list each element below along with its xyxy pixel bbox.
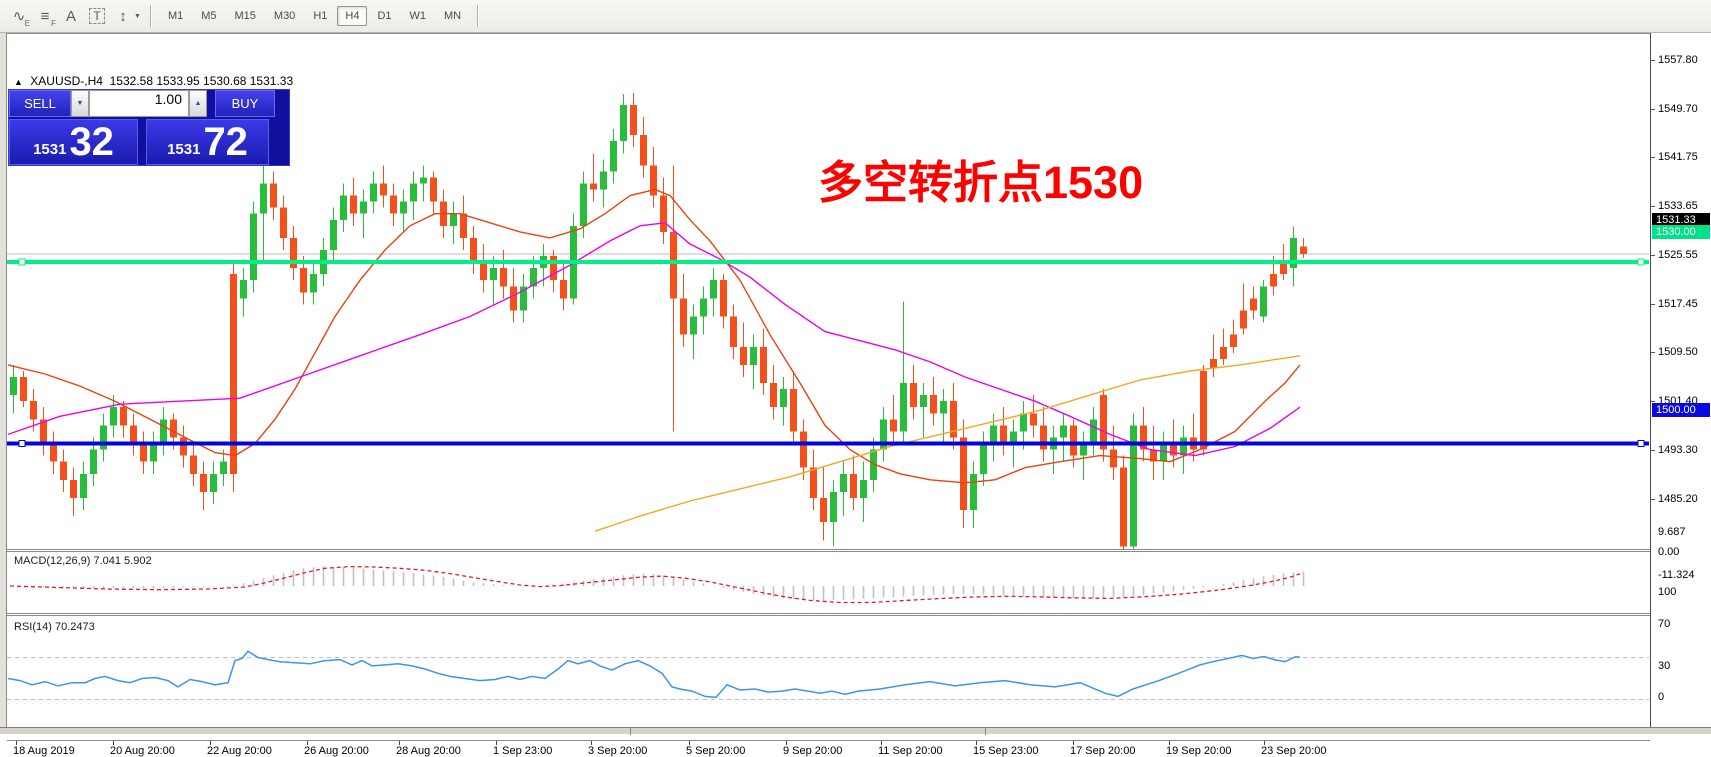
volume-decrease-button[interactable]: ▼ xyxy=(71,90,89,117)
timeframe-button-d1[interactable]: D1 xyxy=(377,10,392,22)
price-tick xyxy=(1651,255,1655,257)
time-axis-label: 28 Aug 20:00 xyxy=(396,745,461,757)
macd-axis-label: 9.687 xyxy=(1658,526,1686,539)
price-axis-label: 1485.20 xyxy=(1658,493,1698,505)
bid-price-main: 1531 xyxy=(33,141,67,158)
symbol-period-label: XAUUSD-,H4 xyxy=(30,74,103,88)
ma-magenta xyxy=(7,222,1301,457)
price-tick xyxy=(1651,206,1655,208)
timeframe-button-h4[interactable]: H4 xyxy=(337,6,368,26)
price-axis-label: 1557.80 xyxy=(1658,54,1698,66)
rsi-axis-label: 30 xyxy=(1658,659,1671,672)
arrows-dropdown-caret[interactable]: ▼ xyxy=(134,12,141,20)
time-axis-label: 3 Sep 20:00 xyxy=(588,745,648,757)
window-tab-strip[interactable] xyxy=(0,727,1711,735)
bid-price-pips: 32 xyxy=(69,120,114,164)
timeframe-button-m15[interactable]: M15 xyxy=(234,10,256,22)
price-axis-label: 1533.65 xyxy=(1658,200,1698,213)
timeframe-button-mn[interactable]: MN xyxy=(444,10,462,22)
price-tick xyxy=(1651,108,1655,110)
price-axis[interactable]: 1557.80 1549.70 1541.75 1533.65 1525.55 1517.… xyxy=(1650,33,1711,727)
tab-divider xyxy=(630,728,631,735)
buy-button[interactable]: BUY xyxy=(215,90,275,117)
bid-price-box[interactable]: 1531 32 xyxy=(9,119,138,165)
timeframe-button-w1[interactable]: W1 xyxy=(409,10,427,22)
time-axis-label: 17 Sep 20:00 xyxy=(1070,745,1136,757)
drawing-tools-group: ∿ E ≡ F A T ↕ xyxy=(6,4,136,29)
price-tick xyxy=(1651,303,1655,305)
price-axis-label: 1541.75 xyxy=(1658,151,1698,164)
ask-price-box[interactable]: 1531 72 xyxy=(146,119,269,165)
time-axis-label: 15 Sep 23:00 xyxy=(973,745,1039,757)
ask-price-pips: 72 xyxy=(203,120,248,164)
price-tick xyxy=(1651,352,1655,354)
wave-draw-icon[interactable]: ∿ E xyxy=(12,8,30,28)
price-tick xyxy=(1651,401,1655,403)
macd-canvas[interactable] xyxy=(7,552,1650,614)
main-chart-canvas[interactable] xyxy=(7,70,1650,550)
time-axis-label: 20 Aug 20:00 xyxy=(110,745,175,757)
time-axis-label: 5 Sep 20:00 xyxy=(686,745,746,757)
price-axis-label: 1517.45 xyxy=(1658,297,1698,310)
rsi-canvas[interactable] xyxy=(7,616,1650,741)
current-price-badge: 1531.33 xyxy=(1652,213,1710,228)
toolbar-separator-2 xyxy=(477,5,480,27)
timeframe-group: M1 M5 M15 M30 H1 H4 D1 W1 MN xyxy=(159,6,470,26)
window-left-edge xyxy=(0,33,7,727)
macd-axis-label: -11.324 xyxy=(1658,569,1695,582)
arrows-icon[interactable]: ↕ xyxy=(119,7,127,25)
ma-red xyxy=(7,188,1301,484)
volume-input[interactable]: 1.00 xyxy=(89,90,189,117)
rsi-axis-label: 100 xyxy=(1658,586,1677,598)
price-axis-label: 1525.55 xyxy=(1658,249,1698,262)
panel-separator-macd[interactable] xyxy=(7,549,1650,552)
time-axis-label: 1 Sep 23:00 xyxy=(493,745,553,757)
time-axis-separator xyxy=(7,740,1650,741)
sell-button[interactable]: SELL xyxy=(9,90,71,117)
macd-axis-label: 0.00 xyxy=(1658,546,1680,558)
time-axis-label: 18 Aug 2019 xyxy=(13,745,75,757)
price-tick xyxy=(1651,60,1655,61)
green-line-price-badge: 1530.00 xyxy=(1652,225,1710,240)
timeframe-button-h1[interactable]: H1 xyxy=(313,10,328,22)
time-axis-label: 19 Sep 20:00 xyxy=(1166,745,1232,757)
ask-price-main: 1531 xyxy=(167,141,201,158)
timeframe-button-m1[interactable]: M1 xyxy=(167,10,184,22)
ma-orange xyxy=(594,355,1301,532)
toolbar-separator xyxy=(149,5,152,27)
collapse-arrow-icon[interactable]: ▲ xyxy=(14,77,23,87)
chart-ohlc-header: ▲ XAUUSD-,H4 1532.58 1533.95 1530.68 153… xyxy=(14,74,293,88)
rsi-axis-label: 70 xyxy=(1658,617,1671,630)
time-axis-label: 26 Aug 20:00 xyxy=(304,745,369,757)
chart-window: ▲ XAUUSD-,H4 1532.58 1533.95 1530.68 153… xyxy=(0,33,1711,757)
time-axis-label: 22 Aug 20:00 xyxy=(207,745,272,757)
time-axis-label: 23 Sep 20:00 xyxy=(1261,745,1327,757)
one-click-trading-panel: SELL ▼ 1.00 ▲ BUY 1531 32 1531 72 xyxy=(8,89,290,166)
text-icon[interactable]: A xyxy=(65,7,76,25)
ohlc-values: 1532.58 1533.95 1530.68 1531.33 xyxy=(109,74,294,88)
price-tick xyxy=(1651,499,1655,500)
timeframe-button-m30[interactable]: M30 xyxy=(273,10,296,22)
fibonacci-icon[interactable]: ≡ F xyxy=(40,7,56,29)
price-axis-label: 1493.30 xyxy=(1658,444,1698,457)
price-tick xyxy=(1651,157,1655,159)
tab-divider xyxy=(985,728,986,735)
rsi-indicator-label: RSI(14) 70.2473 xyxy=(14,621,95,633)
text-label-icon[interactable]: T xyxy=(84,4,110,28)
price-axis-label: 1549.70 xyxy=(1658,102,1698,115)
time-axis-label: 9 Sep 20:00 xyxy=(783,745,843,757)
volume-increase-button[interactable]: ▲ xyxy=(189,90,207,117)
time-axis-label: 11 Sep 20:00 xyxy=(878,745,943,757)
timeframe-button-m5[interactable]: M5 xyxy=(201,10,217,22)
panel-separator-rsi[interactable] xyxy=(7,613,1650,616)
price-axis-label: 1509.50 xyxy=(1658,346,1698,359)
main-toolbar: ∿ E ≡ F A T ↕ ▼ M1 M5 M15 M30 H1 H4 D1 W1 MN xyxy=(0,0,1711,33)
chart-annotation-text[interactable]: 多空转折点1530 xyxy=(818,157,1144,208)
price-tick xyxy=(1651,450,1655,452)
blue-line-price-badge: 1500.00 xyxy=(1652,402,1710,417)
macd-indicator-label: MACD(12,26,9) 7.041 5.902 xyxy=(14,555,152,567)
rsi-axis-label: 0 xyxy=(1658,691,1665,703)
